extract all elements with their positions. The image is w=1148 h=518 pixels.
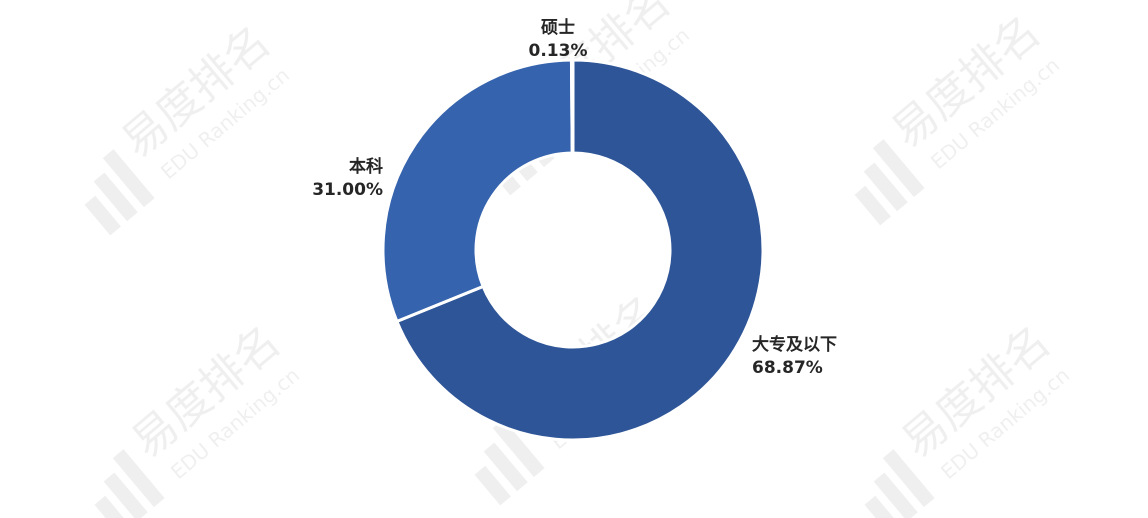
watermark-logo-bar (492, 419, 545, 478)
slice-label-value: 31.00% (312, 180, 383, 200)
slice-master (569, 58, 575, 155)
watermark-logo-bar (863, 162, 908, 212)
watermark-logo-bar (882, 449, 935, 508)
watermark-logo-bar (872, 139, 925, 198)
watermark-logo-bar (854, 185, 891, 226)
watermark-logo-bar (474, 465, 511, 506)
donut-slices (381, 58, 765, 442)
watermark-logo-bar (483, 442, 528, 492)
slice-label-value: 68.87% (752, 358, 823, 378)
watermark-logo-bar (93, 172, 138, 222)
slice-associate-or-below (394, 58, 765, 442)
slice-label-group: 本科 31.00% (312, 156, 383, 200)
watermark-logo-bar (102, 149, 155, 208)
watermark-logo-bar (112, 449, 165, 508)
watermark-logo-bar (864, 495, 901, 518)
slice-bachelor (381, 58, 574, 324)
watermark-logo-bar (873, 472, 918, 518)
slice-label-name: 硕士 (541, 17, 575, 38)
slice-label-value: 0.13% (529, 41, 588, 61)
slice-labels: 大专及以下 68.87% 本科 31.00% 硕士 0.13% (312, 17, 837, 378)
watermark-logo-bar (103, 472, 148, 518)
watermark-logo-bar (94, 495, 131, 518)
slice-label-group: 大专及以下 68.87% (752, 334, 837, 378)
slice-label-name: 本科 (349, 156, 383, 177)
watermark-logo-bar (84, 195, 121, 236)
slice-label-name: 大专及以下 (752, 334, 837, 355)
slice-label-group: 硕士 0.13% (529, 17, 588, 61)
